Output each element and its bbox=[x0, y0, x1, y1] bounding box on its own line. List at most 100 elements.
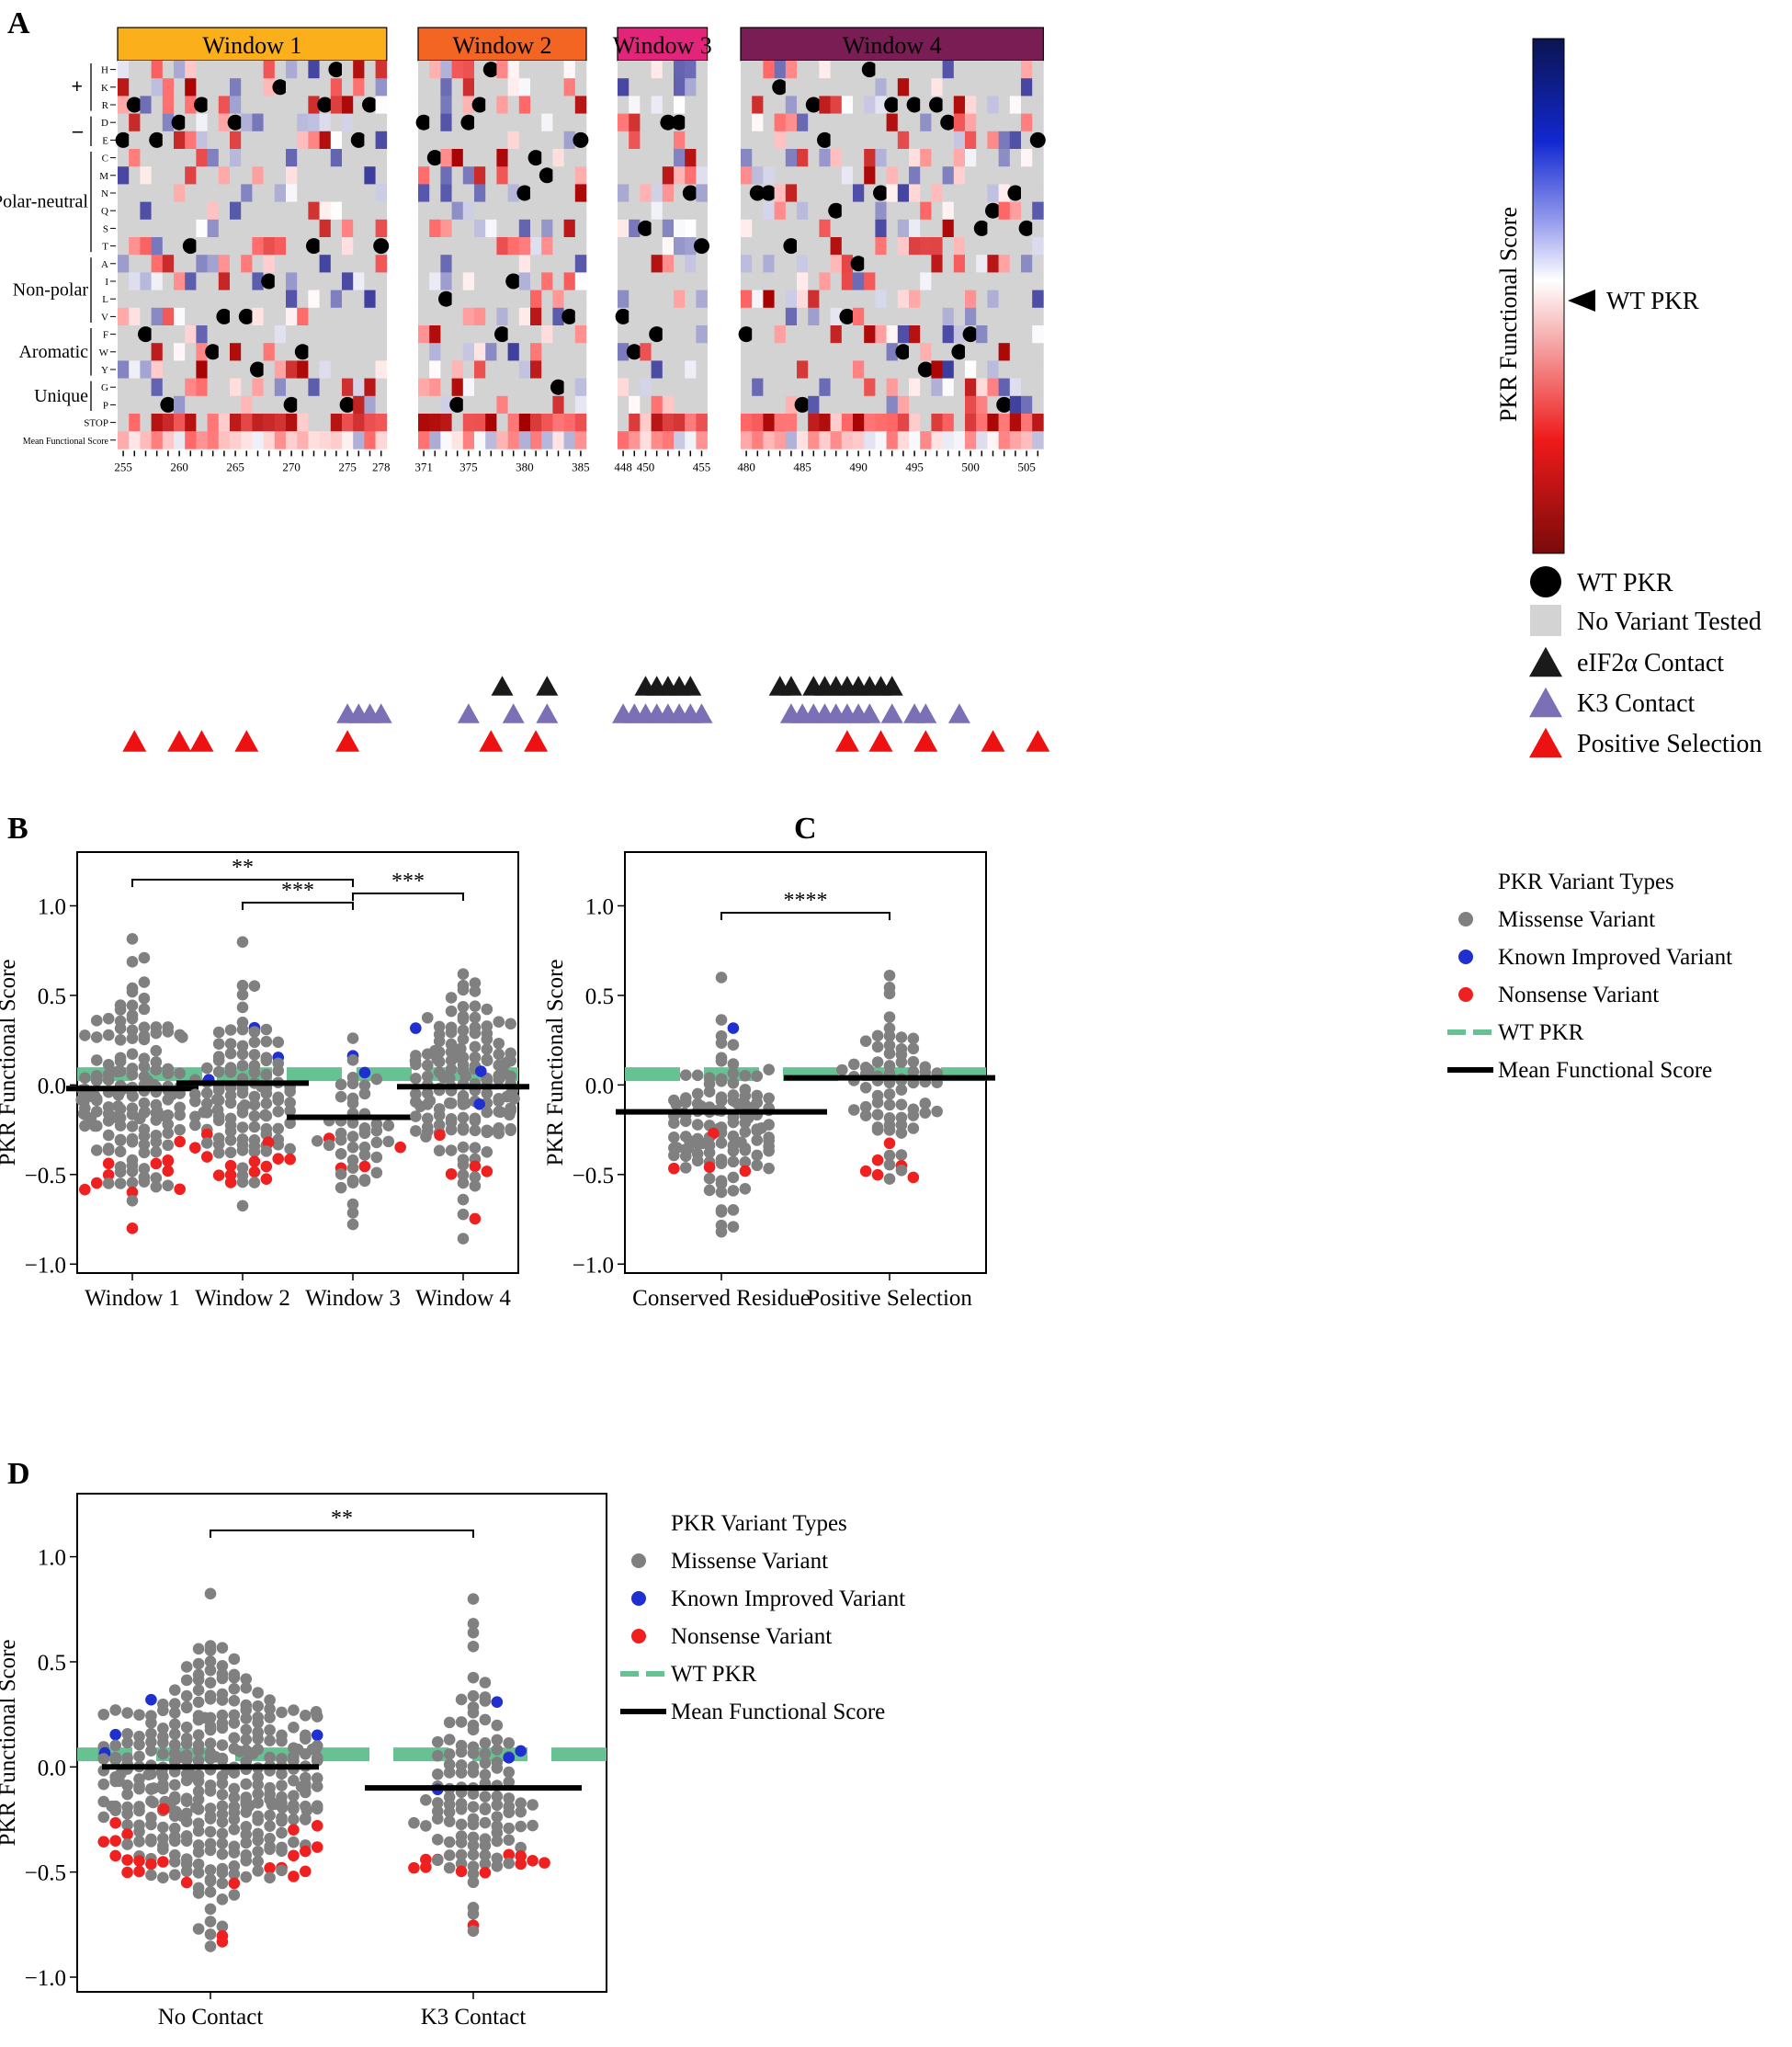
heatmap-cell bbox=[662, 237, 675, 256]
heatmap-cell bbox=[662, 184, 675, 202]
nonsense-point bbox=[162, 1165, 175, 1177]
missense-point bbox=[204, 1886, 217, 1898]
heatmap-cell bbox=[942, 272, 955, 290]
nonsense-point bbox=[121, 1828, 133, 1840]
heatmap-cell bbox=[853, 360, 865, 379]
x-tick-label: 448 bbox=[614, 460, 632, 473]
nonsense-point bbox=[408, 1861, 420, 1874]
heatmap-cell bbox=[230, 149, 242, 167]
missense-point bbox=[102, 1058, 115, 1071]
missense-point bbox=[527, 1799, 539, 1811]
known-improved-point bbox=[311, 1729, 323, 1742]
heatmap-cell bbox=[662, 395, 675, 415]
heatmap-cell bbox=[1021, 290, 1033, 309]
heatmap-cell bbox=[342, 219, 354, 238]
missense-point bbox=[90, 1054, 103, 1066]
heatmap-cell bbox=[841, 78, 854, 97]
heatmap-cell bbox=[574, 290, 587, 309]
heatmap-cell bbox=[574, 325, 587, 344]
missense-point bbox=[883, 987, 896, 1000]
heatmap-cell bbox=[174, 78, 186, 97]
heatmap-cell bbox=[230, 219, 242, 238]
heatmap-cell bbox=[864, 307, 876, 326]
heatmap-cell bbox=[375, 131, 388, 150]
heatmap-cell bbox=[853, 343, 865, 361]
heatmap-cell bbox=[1021, 255, 1033, 273]
heatmap-cell bbox=[1021, 325, 1033, 344]
heatmap-cell bbox=[319, 166, 332, 185]
missense-point bbox=[443, 1097, 456, 1109]
heatmap-cell bbox=[474, 395, 486, 415]
heatmap-cell bbox=[496, 414, 508, 432]
heatmap-cell bbox=[364, 61, 376, 79]
heatmap-cell bbox=[418, 378, 430, 397]
heatmap-cell bbox=[429, 201, 441, 221]
missense-point bbox=[763, 1162, 775, 1175]
missense-point bbox=[168, 1684, 181, 1696]
heatmap-cell bbox=[853, 96, 865, 114]
heatmap-cell bbox=[1021, 431, 1033, 449]
heatmap-cell bbox=[685, 78, 697, 97]
heatmap-cell bbox=[886, 343, 899, 361]
k3-contact-marker bbox=[880, 703, 903, 723]
missense-point bbox=[276, 1845, 288, 1858]
missense-point bbox=[455, 1837, 468, 1848]
heatmap-cell bbox=[185, 219, 197, 238]
missense-point bbox=[883, 1011, 896, 1023]
colorbar bbox=[1532, 38, 1565, 554]
heatmap-cell bbox=[864, 201, 876, 221]
heatmap-cell bbox=[263, 184, 276, 202]
heatmap-cell bbox=[998, 325, 1011, 344]
k3-contact-marker bbox=[369, 703, 392, 723]
heatmap-cell bbox=[819, 343, 831, 361]
heatmap-cell bbox=[953, 149, 966, 167]
heatmap-cell bbox=[353, 360, 365, 379]
wt-dot bbox=[306, 238, 322, 255]
heatmap-cell bbox=[174, 96, 186, 114]
heatmap-cell bbox=[830, 131, 843, 150]
wt-dot bbox=[772, 79, 788, 96]
missense-point bbox=[138, 1061, 151, 1073]
missense-point bbox=[145, 1836, 157, 1848]
heatmap-cell bbox=[496, 378, 508, 397]
heatmap-cell bbox=[485, 184, 497, 202]
heatmap-cell bbox=[629, 290, 641, 309]
heatmap-cell bbox=[330, 343, 343, 361]
heatmap-cell bbox=[651, 290, 663, 309]
missense-point bbox=[491, 1762, 504, 1774]
heatmap-cell bbox=[574, 219, 587, 238]
heatmap-cell bbox=[629, 166, 641, 185]
heatmap-cell bbox=[998, 237, 1011, 256]
heatmap-cell bbox=[552, 431, 564, 449]
missense-point bbox=[138, 1163, 151, 1175]
heatmap-cell bbox=[785, 378, 798, 397]
positive-selection-marker bbox=[167, 730, 192, 752]
missense-point bbox=[260, 1145, 273, 1157]
heatmap-cell bbox=[474, 219, 486, 238]
heatmap-cell bbox=[987, 255, 999, 273]
missense-point bbox=[457, 1001, 470, 1013]
missense-point bbox=[127, 1090, 139, 1102]
missense-point bbox=[871, 1029, 884, 1042]
heatmap-cell bbox=[129, 272, 141, 290]
heatmap-cell bbox=[418, 290, 430, 309]
heatmap-cell bbox=[651, 343, 663, 361]
heatmap-cell bbox=[474, 378, 486, 397]
missense-point bbox=[346, 1097, 359, 1109]
missense-point bbox=[469, 985, 482, 997]
heatmap-cell bbox=[462, 307, 475, 326]
heatmap-cell bbox=[552, 78, 564, 97]
heatmap-cell bbox=[530, 378, 542, 397]
missense-point bbox=[479, 1791, 492, 1802]
missense-point bbox=[192, 1729, 205, 1741]
heatmap-cell bbox=[563, 343, 576, 361]
nonsense-point bbox=[859, 1165, 872, 1177]
heatmap-cell bbox=[241, 325, 253, 344]
heatmap-cell bbox=[886, 360, 899, 379]
heatmap-cell bbox=[353, 307, 365, 326]
panel-label-a: A bbox=[7, 6, 30, 40]
heatmap-cell bbox=[207, 149, 220, 167]
heatmap-cell bbox=[920, 149, 932, 167]
wt-dot bbox=[182, 238, 198, 255]
